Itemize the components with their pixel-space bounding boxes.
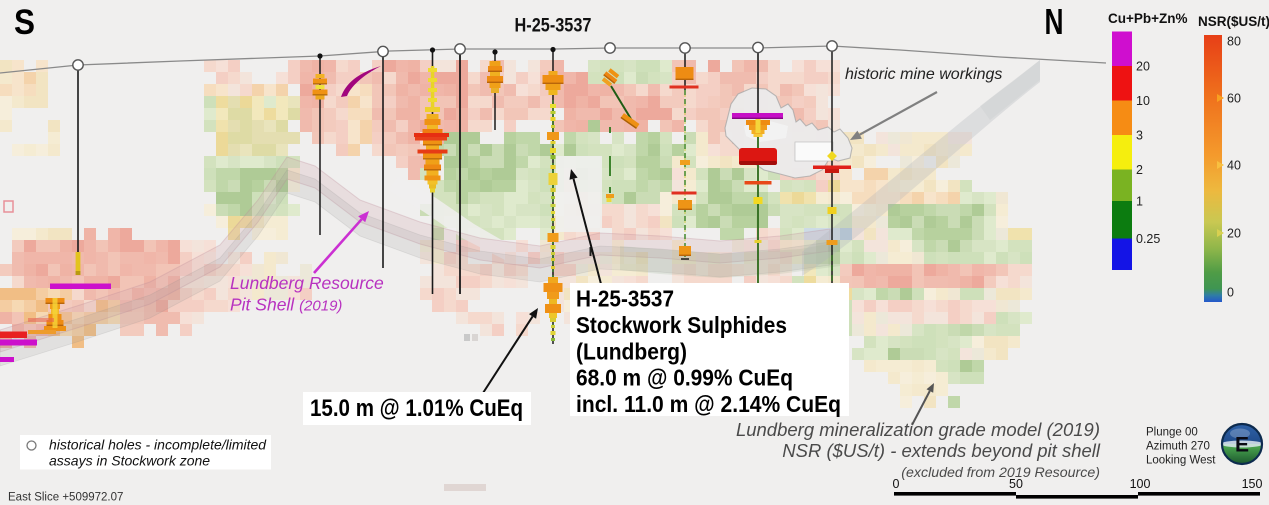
svg-text:N: N	[1045, 1, 1064, 42]
svg-text:Pit Shell (2019): Pit Shell (2019)	[230, 295, 342, 315]
svg-text:historic mine workings: historic mine workings	[845, 66, 1002, 83]
svg-text:S: S	[14, 3, 35, 42]
svg-text:H-25-3537: H-25-3537	[576, 286, 674, 312]
svg-text:68.0 m @ 0.99% CuEq: 68.0 m @ 0.99% CuEq	[576, 365, 793, 391]
svg-text:H-25-3537: H-25-3537	[515, 16, 592, 37]
svg-text:20: 20	[1136, 60, 1150, 74]
svg-text:40: 40	[1227, 159, 1241, 173]
svg-text:60: 60	[1227, 92, 1241, 106]
svg-text:Lundberg Resource: Lundberg Resource	[230, 273, 384, 293]
svg-text:Lundberg mineralization grade: Lundberg mineralization grade model (201…	[736, 419, 1100, 440]
svg-text:0: 0	[893, 477, 900, 491]
svg-text:0.25: 0.25	[1136, 232, 1160, 246]
svg-text:100: 100	[1130, 477, 1151, 491]
svg-text:Cu+Pb+Zn%: Cu+Pb+Zn%	[1108, 11, 1188, 26]
svg-text:Stockwork Sulphides: Stockwork Sulphides	[576, 312, 787, 338]
svg-text:(excluded from 2019 Resource): (excluded from 2019 Resource)	[901, 465, 1100, 481]
svg-text:1: 1	[1136, 195, 1143, 209]
svg-text:150: 150	[1242, 477, 1263, 491]
svg-text:East Slice +509972.07: East Slice +509972.07	[8, 492, 123, 504]
svg-text:E: E	[1235, 434, 1249, 457]
svg-text:historical holes - incomplete/: historical holes - incomplete/limited	[49, 437, 267, 453]
svg-text:3: 3	[1136, 129, 1143, 143]
svg-text:15.0 m @ 1.01% CuEq: 15.0 m @ 1.01% CuEq	[310, 395, 523, 422]
svg-text:(Lundberg): (Lundberg)	[576, 338, 687, 364]
svg-text:incl. 11.0 m @ 2.14% CuEq: incl. 11.0 m @ 2.14% CuEq	[576, 391, 841, 417]
svg-text:0: 0	[1227, 286, 1234, 300]
svg-text:Azimuth 270: Azimuth 270	[1146, 441, 1210, 453]
svg-text:assays in Stockwork zone: assays in Stockwork zone	[49, 453, 210, 469]
svg-text:NSR ($US/t) - extends beyond p: NSR ($US/t) - extends beyond pit shell	[782, 440, 1101, 461]
svg-text:Looking West: Looking West	[1146, 455, 1216, 467]
svg-text:Plunge 00: Plunge 00	[1146, 427, 1198, 439]
svg-text:50: 50	[1009, 477, 1023, 491]
svg-text:20: 20	[1227, 227, 1241, 241]
svg-text:2: 2	[1136, 163, 1143, 177]
svg-text:NSR($US/t): NSR($US/t)	[1198, 14, 1269, 29]
svg-text:10: 10	[1136, 94, 1150, 108]
svg-text:80: 80	[1227, 35, 1241, 49]
